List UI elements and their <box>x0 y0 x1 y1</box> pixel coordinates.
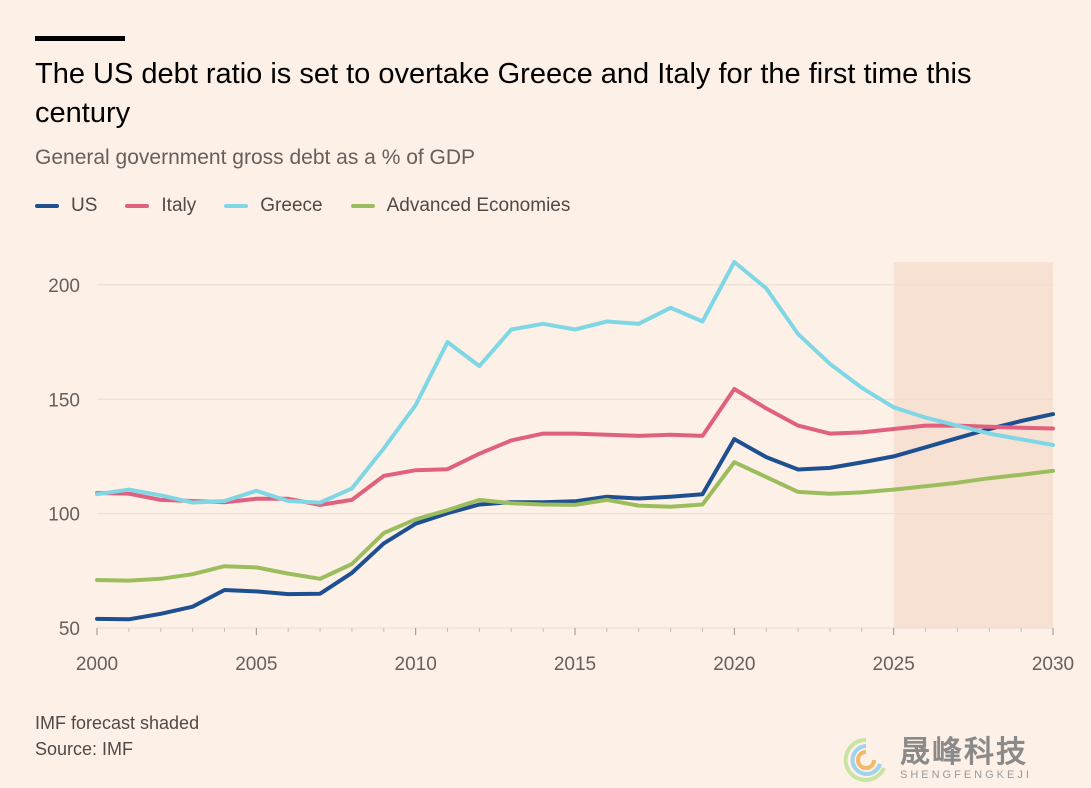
legend-swatch-advanced-economies <box>350 204 375 208</box>
line-chart: 50 100 150 200 2000 2005 2010 2015 2020 2025 2030 <box>48 260 1074 675</box>
forecast-note: IMF forecast shaded <box>35 713 200 733</box>
series-line-greece <box>95 260 1055 505</box>
legend: US Italy Greece Advanced Economies <box>35 195 598 217</box>
title-rule <box>35 36 125 41</box>
series-line-advanced-economies <box>95 460 1055 583</box>
x-tick-label: 2030 <box>1032 654 1074 675</box>
x-tick-label: 2000 <box>76 654 118 675</box>
x-tick-label: 2025 <box>873 654 915 675</box>
watermark-chinese: 晟峰科技 <box>900 736 1028 769</box>
legend-item-italy: Italy <box>125 195 196 217</box>
chart-title: The US debt ratio is set to overtake Gre… <box>35 58 972 129</box>
legend-item-advanced-economies: Advanced Economies <box>350 195 571 217</box>
watermark: 晟峰科技 SHENGFENGKEJI <box>840 736 1032 782</box>
forecast-shade <box>893 262 1053 628</box>
legend-label-advanced-economies: Advanced Economies <box>386 195 571 216</box>
source-note: Source: IMF <box>35 739 134 759</box>
series-line-italy <box>95 387 1055 507</box>
y-tick-label: 200 <box>48 276 80 297</box>
footnote: IMF forecast shaded Source: IMF <box>35 710 199 762</box>
legend-swatch-italy <box>125 204 150 208</box>
legend-label-us: US <box>71 195 98 216</box>
x-tick-label: 2020 <box>713 654 755 675</box>
legend-swatch-us <box>35 204 59 208</box>
x-tick-label: 2015 <box>554 654 596 675</box>
y-tick-label: 150 <box>48 390 80 411</box>
x-tick-label: 2005 <box>235 654 277 675</box>
legend-item-greece: Greece <box>224 195 323 217</box>
legend-label-italy: Italy <box>161 195 197 216</box>
legend-label-greece: Greece <box>260 195 323 216</box>
watermark-logo-icon <box>843 737 886 782</box>
chart-subtitle: General government gross debt as a % of … <box>35 146 476 169</box>
legend-item-us: US <box>35 195 97 217</box>
legend-swatch-greece <box>224 204 249 208</box>
x-tick-label: 2010 <box>395 654 437 675</box>
series-line-us <box>95 412 1055 622</box>
watermark-english: SHENGFENGKEJI <box>900 769 1032 781</box>
y-tick-label: 100 <box>48 505 80 526</box>
y-tick-label: 50 <box>59 619 80 640</box>
